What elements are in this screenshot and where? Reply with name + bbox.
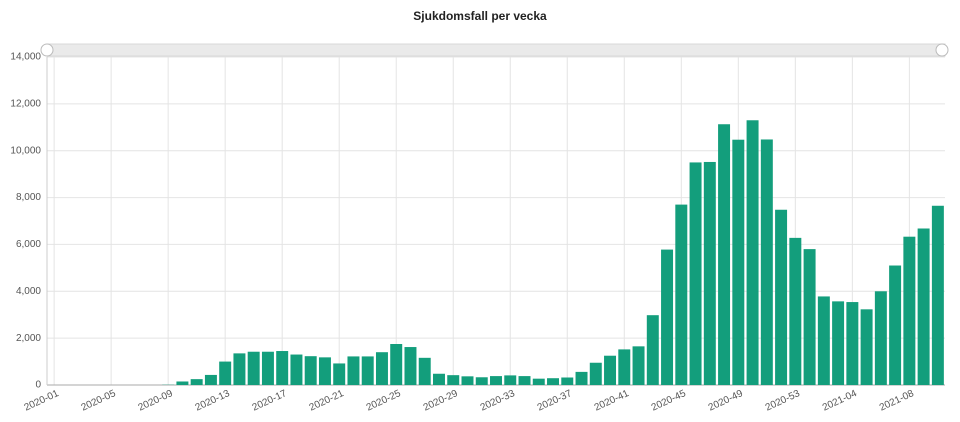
bar	[832, 301, 845, 385]
bar	[518, 376, 531, 385]
x-tick-label: 2020-25	[365, 388, 403, 414]
bar	[917, 228, 930, 385]
scroll-handle-right[interactable]	[935, 43, 949, 57]
bar	[675, 204, 688, 385]
x-tick-label: 2020-29	[422, 388, 460, 414]
bar	[361, 356, 374, 385]
bar	[661, 249, 674, 385]
bar	[318, 357, 331, 385]
bar	[931, 205, 944, 385]
bar	[219, 361, 232, 385]
bar	[746, 120, 759, 385]
bar	[846, 302, 859, 385]
x-tick-label: 2020-37	[536, 388, 574, 414]
x-tick-label: 2020-17	[251, 388, 289, 414]
x-tick-label: 2020-05	[80, 388, 118, 414]
y-tick-label: 8,000	[16, 192, 41, 203]
x-tick-label: 2021-08	[878, 388, 916, 414]
bar	[504, 375, 517, 385]
bar	[532, 378, 545, 385]
bar	[789, 237, 802, 385]
bar	[375, 352, 388, 385]
bar	[547, 378, 560, 385]
bar	[447, 375, 460, 385]
y-tick-label: 0	[35, 380, 41, 391]
bar	[404, 347, 417, 385]
x-tick-label: 2020-41	[593, 388, 631, 414]
scroll-handle-left[interactable]	[40, 43, 54, 57]
scrollbar-track[interactable]	[46, 43, 946, 57]
y-tick-label: 4,000	[16, 286, 41, 297]
bar	[490, 376, 502, 385]
x-tick-label: 2020-21	[308, 388, 346, 414]
bar	[261, 351, 274, 385]
x-tick-label: 2020-33	[479, 388, 517, 414]
x-tick-label: 2020-01	[23, 388, 61, 414]
bar	[874, 291, 887, 385]
x-tick-label: 2020-45	[650, 388, 688, 414]
bar	[176, 381, 189, 385]
bar	[290, 354, 303, 385]
y-tick-label: 14,000	[10, 52, 41, 63]
bar	[333, 363, 346, 385]
bar	[418, 357, 431, 385]
bar	[860, 309, 873, 385]
bar	[276, 351, 289, 385]
scrollbar[interactable]	[40, 43, 949, 57]
y-tick-label: 2,000	[16, 333, 41, 344]
bar	[233, 353, 246, 385]
bar	[889, 265, 902, 385]
bar	[561, 377, 574, 385]
bar	[817, 296, 830, 385]
bar	[775, 209, 788, 385]
bar	[646, 315, 659, 385]
bar	[461, 376, 474, 385]
bar	[247, 351, 260, 385]
bar	[903, 236, 916, 385]
bar	[718, 124, 731, 386]
bar	[689, 162, 702, 385]
bar	[618, 349, 631, 385]
bar	[432, 373, 445, 385]
x-tick-label: 2021-04	[821, 388, 859, 414]
bar	[475, 377, 488, 385]
x-tick-label: 2020-09	[137, 388, 175, 414]
y-tick-label: 6,000	[16, 239, 41, 250]
bar	[347, 356, 360, 385]
bar	[390, 344, 403, 385]
x-tick-label: 2020-13	[194, 388, 232, 414]
x-tick-label: 2020-49	[707, 388, 745, 414]
bar	[803, 249, 816, 385]
bar	[304, 356, 317, 385]
x-tick-label: 2020-53	[764, 388, 802, 414]
bar	[760, 139, 773, 385]
y-tick-label: 12,000	[10, 98, 41, 109]
bar	[589, 362, 602, 385]
bar	[604, 355, 617, 385]
bar	[632, 346, 645, 385]
bar	[575, 371, 588, 385]
bar	[190, 379, 203, 385]
bar	[703, 161, 716, 385]
y-tick-label: 10,000	[10, 145, 41, 156]
bar	[204, 374, 217, 385]
bar	[732, 139, 745, 385]
chart-title: Sjukdomsfall per vecka	[413, 9, 547, 23]
